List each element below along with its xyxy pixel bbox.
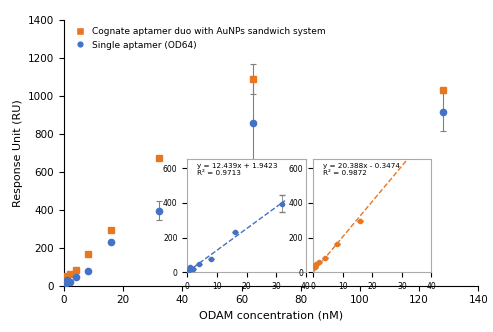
Text: y = 12.439x + 1.9423
R² = 0.9713: y = 12.439x + 1.9423 R² = 0.9713 bbox=[197, 163, 277, 176]
Y-axis label: Response Unit (RU): Response Unit (RU) bbox=[12, 99, 23, 207]
Text: y = 20.388x - 0.3474
R² = 0.9872: y = 20.388x - 0.3474 R² = 0.9872 bbox=[322, 163, 399, 176]
X-axis label: ODAM concentration (nM): ODAM concentration (nM) bbox=[199, 311, 343, 321]
Legend: Cognate aptamer duo with AuNPs sandwich system, Single aptamer (OD64): Cognate aptamer duo with AuNPs sandwich … bbox=[69, 25, 328, 52]
